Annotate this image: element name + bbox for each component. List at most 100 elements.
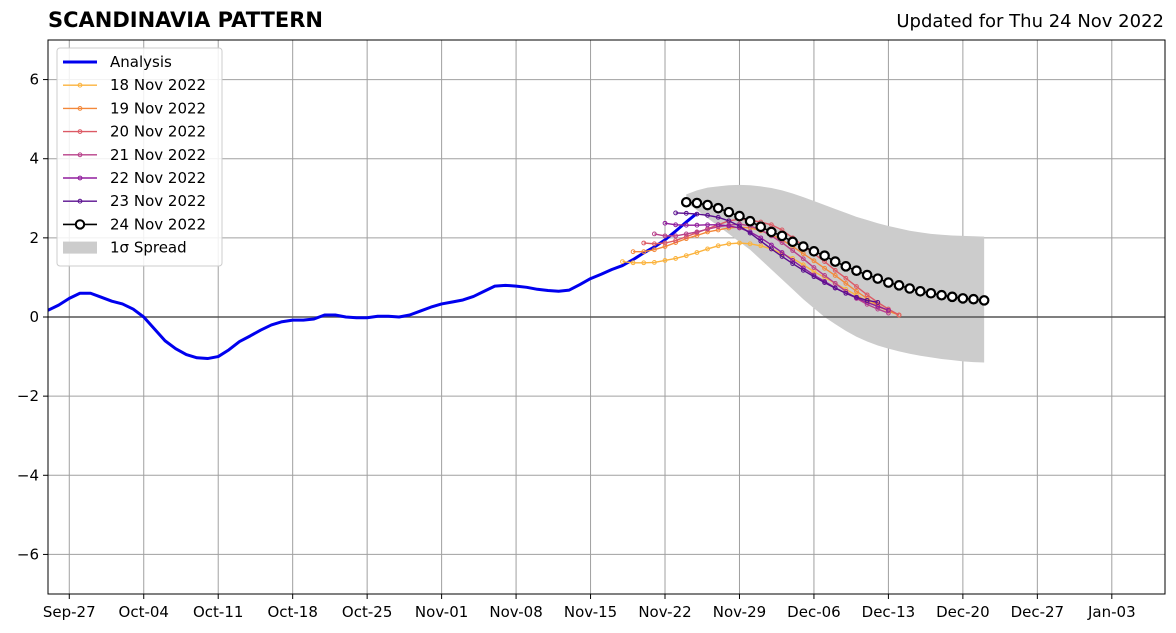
latest-point <box>712 202 724 214</box>
latest-point <box>872 273 884 284</box>
legend-label: 23 Nov 2022 <box>110 192 206 210</box>
latest-series <box>680 196 990 306</box>
forecast-point <box>758 235 764 241</box>
forecast-point <box>843 280 849 286</box>
x-tick-label: Oct-11 <box>193 603 243 621</box>
forecast-point <box>705 246 710 252</box>
latest-point <box>723 206 735 218</box>
latest-point <box>968 293 979 305</box>
latest-point <box>851 265 862 277</box>
forecast-point <box>705 226 710 232</box>
legend-marker <box>77 106 83 111</box>
chart-title: SCANDINAVIA PATTERN <box>48 8 323 32</box>
forecast-point <box>630 260 636 266</box>
x-tick-label: Oct-04 <box>119 603 169 621</box>
x-tick-label: Nov-01 <box>415 603 468 621</box>
analysis-line <box>48 212 698 361</box>
forecast-point <box>726 218 732 224</box>
forecast-point <box>854 284 859 289</box>
forecast-point <box>673 222 679 228</box>
legend-marker <box>77 198 83 204</box>
forecast-point <box>715 243 721 249</box>
x-tick-label: Dec-13 <box>862 603 916 621</box>
forecast-point <box>694 229 700 235</box>
forecast-point <box>683 234 689 240</box>
legend-label: 19 Nov 2022 <box>110 99 206 117</box>
legend-box <box>56 47 223 267</box>
forecast-point <box>641 240 647 246</box>
forecast-point <box>683 231 689 237</box>
latest-point <box>925 287 937 299</box>
forecast-point <box>832 280 838 286</box>
chart-subtitle: Updated for Thu 24 Nov 2022 <box>896 11 1164 32</box>
forecast-line <box>643 218 900 316</box>
latest-point <box>829 256 841 267</box>
y-tick-label: −2 <box>17 387 39 405</box>
x-tick-label: Sep-27 <box>43 603 96 621</box>
forecast-point <box>683 210 689 216</box>
legend-label: 24 Nov 2022 <box>110 215 206 233</box>
forecast-point <box>683 253 689 259</box>
latest-point <box>861 269 873 281</box>
legend: Analysis 18 Nov 2022 19 Nov 2022 20 Nov 202… <box>56 47 223 267</box>
legend-item: Analysis <box>63 53 172 71</box>
forecast-point <box>737 223 742 229</box>
latest-point <box>776 230 788 242</box>
y-tick-label: −6 <box>17 545 39 563</box>
forecast-point <box>896 312 902 318</box>
forecast-point <box>673 256 679 261</box>
legend-label: 22 Nov 2022 <box>110 169 206 187</box>
forecast-point <box>790 261 796 266</box>
forecast-point <box>726 241 732 247</box>
forecast-point <box>832 267 838 273</box>
forecast-point <box>694 250 700 255</box>
forecast-point <box>822 273 827 278</box>
forecast-point <box>800 262 806 268</box>
forecast-point <box>651 231 657 237</box>
latest-point <box>978 295 990 306</box>
forecast-point <box>662 258 668 263</box>
forecast-series <box>673 210 881 305</box>
forecast-point <box>843 275 849 281</box>
latest-point <box>819 250 830 261</box>
legend-marker <box>77 82 83 88</box>
latest-point <box>798 241 809 252</box>
forecast-line <box>622 242 900 316</box>
forecast-point <box>662 240 668 246</box>
forecast-point <box>843 290 849 296</box>
forecast-point <box>726 223 732 229</box>
forecast-point <box>886 310 891 316</box>
x-tick-label: Oct-25 <box>342 603 392 621</box>
forecast-point <box>662 233 668 239</box>
forecast-point <box>864 297 870 303</box>
latest-point <box>840 261 852 272</box>
latest-point <box>766 226 777 238</box>
legend-item: 1σ Spread <box>63 239 187 257</box>
x-tick-label: Dec-27 <box>1011 603 1065 621</box>
forecast-point <box>651 247 657 253</box>
x-tick-label: Nov-15 <box>564 603 617 621</box>
forecast-point <box>854 288 859 294</box>
forecast-point <box>694 222 700 228</box>
legend-label: 18 Nov 2022 <box>110 76 206 94</box>
forecast-point <box>673 238 679 244</box>
legend-item: 23 Nov 2022 <box>63 192 206 210</box>
forecast-point <box>854 294 859 300</box>
forecast-point <box>758 243 764 249</box>
latest-point <box>744 215 756 227</box>
legend-item: 20 Nov 2022 <box>63 123 206 141</box>
latest-point <box>702 199 713 211</box>
x-tick-label: Nov-22 <box>638 603 691 621</box>
forecast-point <box>673 210 679 216</box>
legend-swatch <box>63 241 97 254</box>
plot-content <box>48 184 1165 363</box>
forecast-point <box>886 307 891 313</box>
legend-label: Analysis <box>110 53 172 71</box>
forecast-point <box>822 280 827 285</box>
forecast-point <box>832 273 838 278</box>
forecast-point <box>705 212 710 218</box>
forecast-point <box>715 227 721 233</box>
forecast-point <box>875 306 881 312</box>
forecast-point <box>705 222 710 228</box>
y-tick-label: 6 <box>29 71 39 89</box>
